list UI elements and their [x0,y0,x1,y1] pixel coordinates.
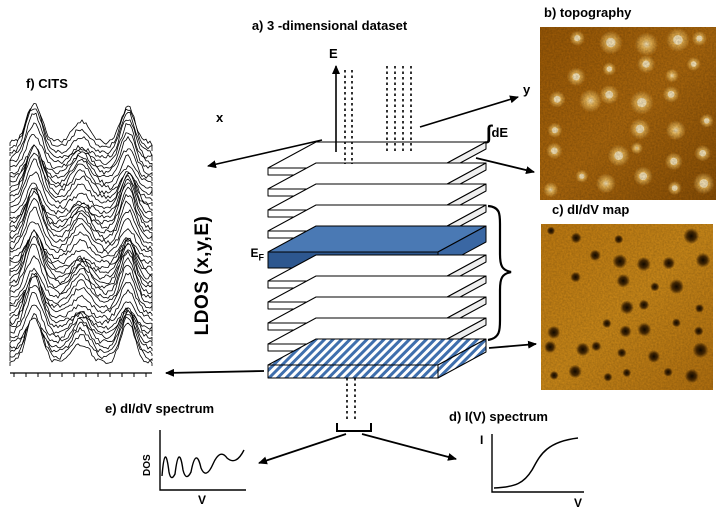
e-voltage-axis-label: V [198,493,206,507]
fermi-level-label: EF [232,246,264,262]
layer-stack [267,141,487,379]
arrow-to-iv-spectrum [361,433,457,461]
arrow-to-didv-map [488,340,537,349]
d-voltage-axis-label: V [574,496,582,510]
y-axis-label: y [523,82,531,97]
panel-f-title: f) CITS [26,76,68,91]
didv-spectrum-curve [161,449,245,479]
ldos-axis-label: LDOS (x,y,E) [192,215,213,336]
arrow-to-cits [165,368,265,377]
y-axis-arrow [419,95,519,128]
arrow-to-topography [475,157,535,175]
hatched-layer [267,338,487,379]
panel-b-title: b) topography [544,5,632,20]
panel-c-title: c) dI/dV map [552,202,630,217]
integral-sign: ∫ [486,122,492,144]
arrow-to-didv-spectrum [258,433,347,465]
x-axis-label: x [216,110,224,125]
didv-spectrum-plot: DOS V [142,430,246,507]
iv-spectrum-curve [493,437,579,489]
cits-waterfall-plot [9,102,153,377]
energy-axis-label: E [329,46,338,61]
spectra-position-lines-top [344,66,412,164]
iv-spectrum-plot: I V [480,433,584,510]
current-axis-label: I [480,433,483,447]
panel-a-title: a) 3 -dimensional dataset [251,18,408,33]
panel-e-title: e) dI/dV spectrum [105,401,215,416]
integral-de-text: dE [491,125,509,140]
panel-d-title: d) I(V) spectrum [449,409,548,424]
layer-group-brace [487,204,512,342]
spectrum-extraction-bracket [336,423,372,432]
didv-spectrum-axes [159,430,246,491]
fermi-level-sub: F [258,252,265,263]
fermi-level-base: E [250,246,259,260]
didv-map-image [541,224,713,390]
integral-de-label: ∫dE [486,122,508,145]
cits-spectra-lines [9,102,153,377]
x-axis-arrow [207,139,323,169]
spectra-position-lines-bottom [346,378,356,421]
dos-axis-label: DOS [142,454,153,476]
iv-spectrum-axes [491,434,584,493]
topography-image [540,27,716,200]
